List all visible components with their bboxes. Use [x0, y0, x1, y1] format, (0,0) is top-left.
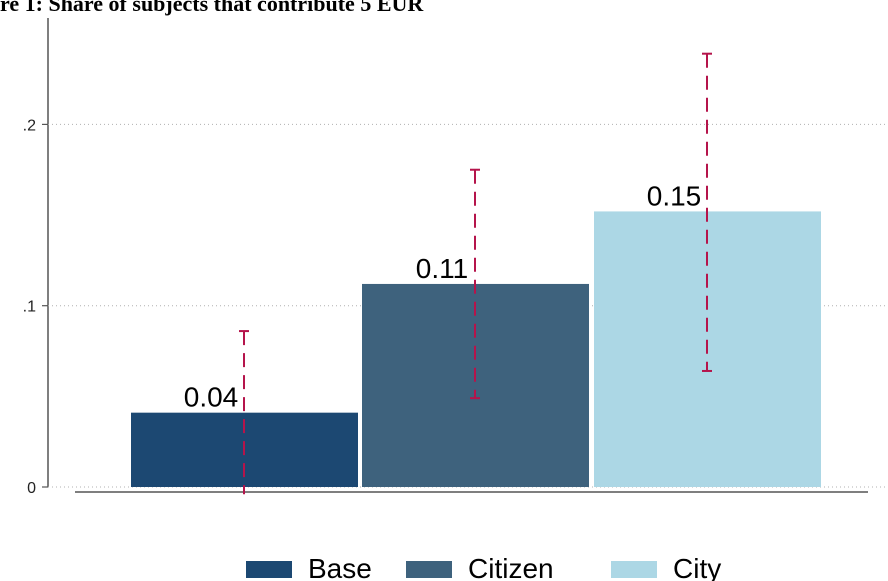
- y-tick-label-1: .1: [23, 299, 36, 316]
- data-label-city: 0.15: [647, 180, 702, 211]
- y-tick-label-2: .2: [23, 117, 36, 134]
- bar-citizen: [362, 283, 589, 487]
- legend-swatch-base: [246, 561, 292, 578]
- legend-label-citizen: Citizen: [468, 553, 554, 581]
- legend-label-base: Base: [308, 553, 372, 581]
- legend-swatch-citizen: [406, 561, 452, 578]
- data-label-citizen: 0.11: [416, 253, 468, 284]
- legend-label-city: City: [673, 553, 721, 581]
- legend-swatch-city: [611, 561, 657, 578]
- y-tick-label-0: 0: [27, 480, 36, 497]
- chart-title: re 1: Share of subjects that contribute …: [0, 0, 424, 16]
- data-label-base: 0.04: [184, 382, 239, 413]
